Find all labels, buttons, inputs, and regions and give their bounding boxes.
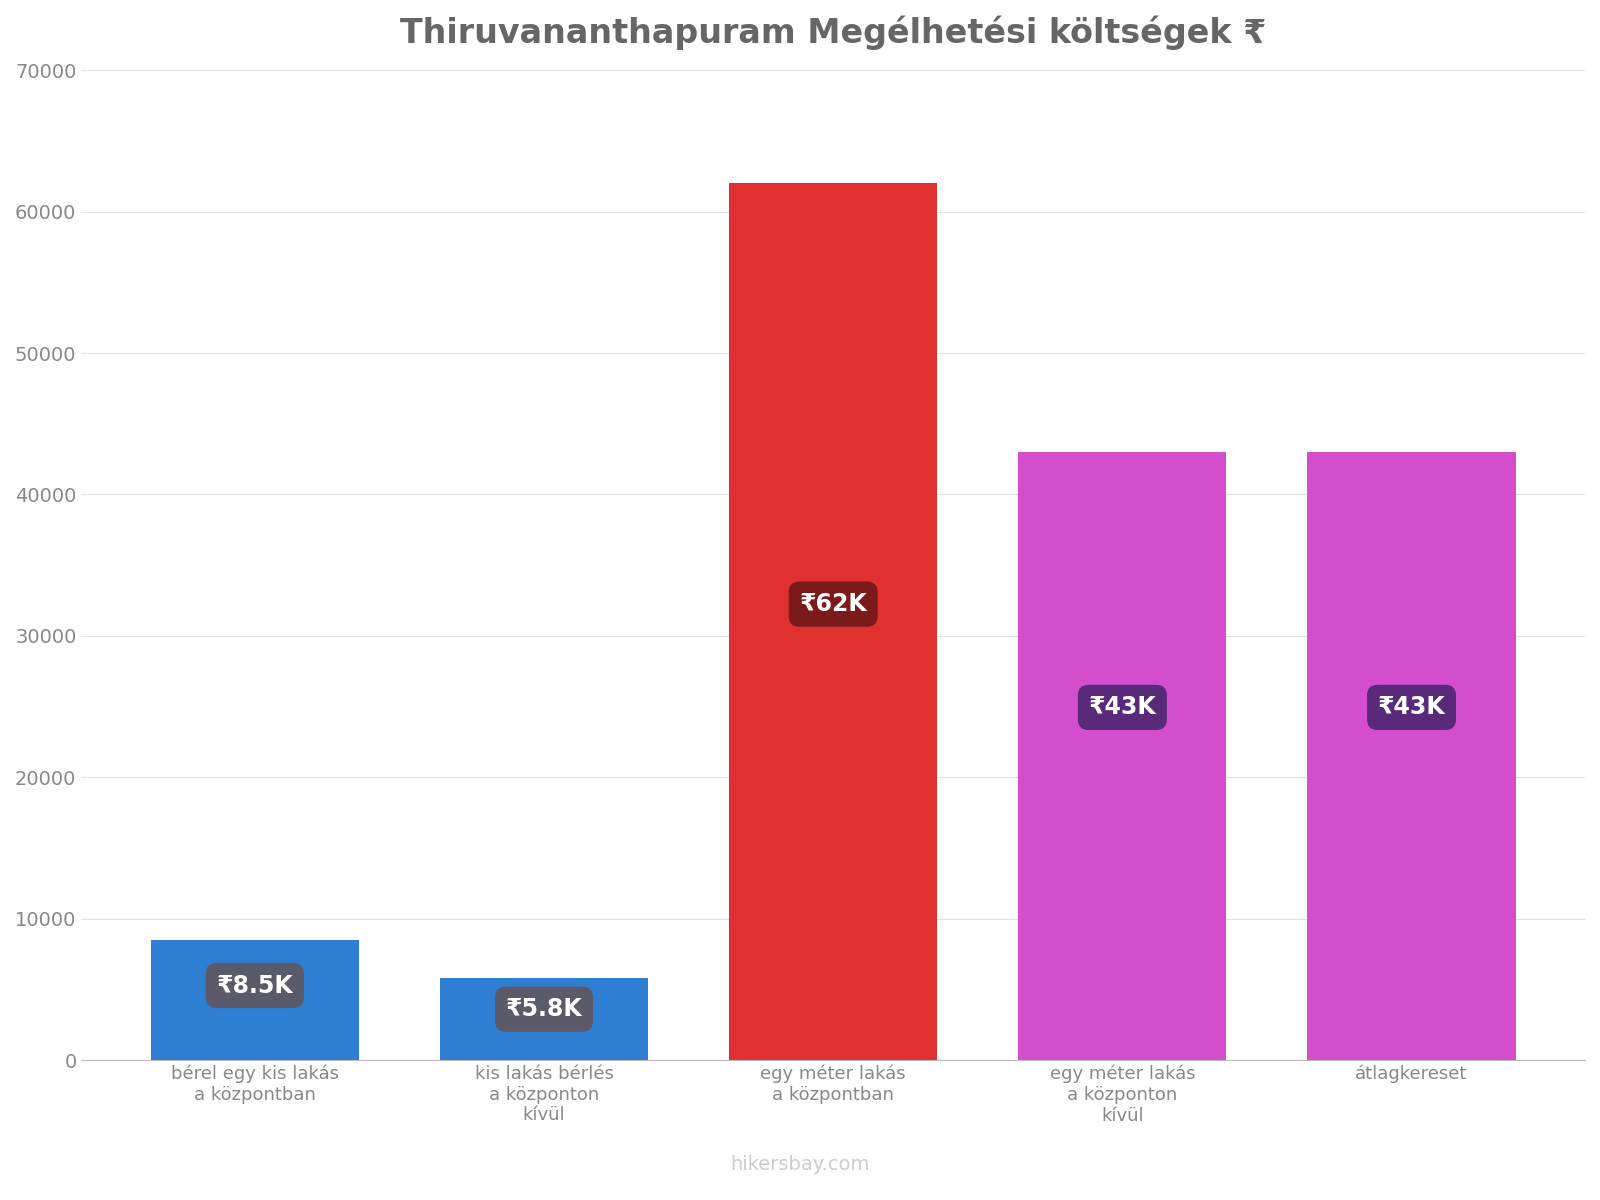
Title: Thiruvananthapuram Megélhetési költségek ₹: Thiruvananthapuram Megélhetési költségek… xyxy=(400,14,1266,49)
Text: hikersbay.com: hikersbay.com xyxy=(730,1154,870,1174)
Text: ₹43K: ₹43K xyxy=(1088,696,1157,720)
Bar xyxy=(730,184,938,1060)
Text: ₹62K: ₹62K xyxy=(800,592,867,616)
Bar xyxy=(150,940,358,1060)
Bar xyxy=(440,978,648,1060)
Bar xyxy=(1307,452,1515,1060)
Text: ₹8.5K: ₹8.5K xyxy=(216,973,293,997)
Bar xyxy=(1018,452,1227,1060)
Text: ₹5.8K: ₹5.8K xyxy=(506,997,582,1021)
Text: ₹43K: ₹43K xyxy=(1378,696,1445,720)
